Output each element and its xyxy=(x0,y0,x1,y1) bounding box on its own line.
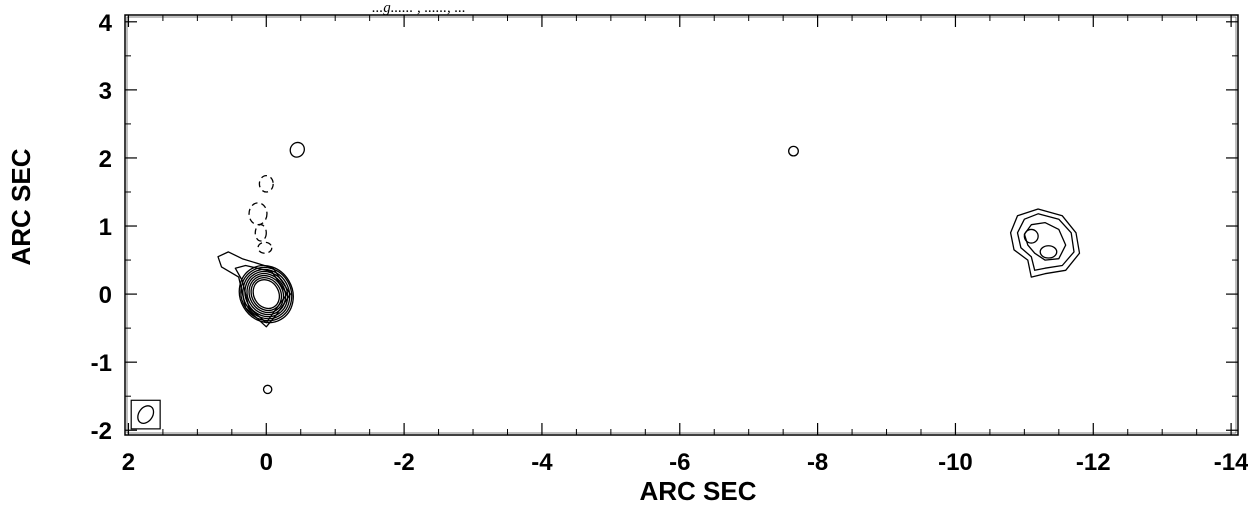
x-tick-label: -6 xyxy=(669,449,690,476)
negative-contour xyxy=(254,224,267,242)
axis-ticks xyxy=(125,15,1238,435)
noise-contour xyxy=(262,384,273,395)
core-extension-contour xyxy=(217,251,292,328)
top-caption: ...g...... , ......, ... xyxy=(372,0,466,16)
core-contour xyxy=(248,274,285,314)
x-tick-label: 0 xyxy=(260,449,273,476)
knot-peak-contour xyxy=(1039,245,1058,259)
x-tick-label: -2 xyxy=(393,449,414,476)
y-tick-label: 2 xyxy=(99,146,112,173)
y-tick-label: 3 xyxy=(99,78,112,105)
negative-contour xyxy=(257,241,273,254)
core-contour xyxy=(238,264,294,324)
x-tick-label: -10 xyxy=(938,449,973,476)
core-contour xyxy=(242,268,291,320)
x-tick-label: -12 xyxy=(1076,449,1111,476)
knot-contour xyxy=(1023,221,1067,261)
core-contour xyxy=(252,279,281,310)
core-extension-contour xyxy=(234,264,288,324)
core-contour xyxy=(250,277,283,312)
y-tick-label: 0 xyxy=(99,282,112,309)
core-contour xyxy=(246,272,287,316)
beam-box xyxy=(130,399,161,430)
y-axis-title: ARC SEC xyxy=(6,148,36,265)
negative-contour xyxy=(248,202,268,226)
x-tick-label: -8 xyxy=(807,449,828,476)
knot-peak-contour xyxy=(1023,228,1039,244)
x-tick-label: -4 xyxy=(531,449,553,476)
beam-ellipse xyxy=(137,405,155,424)
negative-contour xyxy=(258,174,274,193)
y-tick-label: 1 xyxy=(99,214,112,241)
plot-inner-frame xyxy=(126,16,1237,434)
noise-contour xyxy=(289,141,305,158)
x-axis-title: ARC SEC xyxy=(639,476,756,506)
x-tick-label: 2 xyxy=(122,449,135,476)
tick-labels: 2 0 -2 -4 -6 -8 -10 -12 -14 4 3 2 1 0 -1 -2 xyxy=(91,10,1248,476)
knot-contour xyxy=(1009,208,1081,278)
y-tick-label: 4 xyxy=(99,10,113,37)
x-tick-label: -14 xyxy=(1214,449,1248,476)
y-tick-label: -2 xyxy=(91,418,112,445)
noise-contour xyxy=(788,145,799,157)
knot-contour xyxy=(1016,213,1075,271)
contours xyxy=(130,141,1081,430)
y-tick-label: -1 xyxy=(91,350,112,377)
plot-frame xyxy=(124,14,1239,436)
